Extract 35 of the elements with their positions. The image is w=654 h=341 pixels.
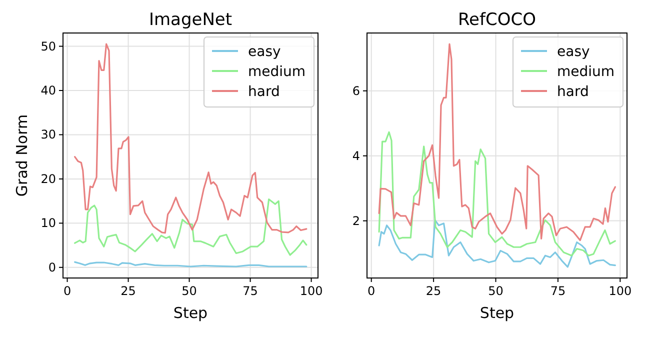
line-series [74, 43, 308, 234]
y-tick-label: 6 [352, 84, 360, 98]
x-tick-label: 50 [488, 284, 504, 298]
y-tick-label: 50 [40, 39, 56, 54]
y-axis-title: Grad Norm [13, 114, 31, 197]
x-axis-title: Step [480, 304, 514, 322]
x-tick-label: 0 [368, 284, 376, 298]
legend-label: medium [248, 64, 306, 80]
x-tick-label: 100 [300, 284, 323, 298]
legend-label: easy [248, 44, 281, 60]
y-tick-label: 20 [40, 172, 56, 186]
legend-label: easy [557, 44, 590, 60]
y-tick-label: 2 [352, 214, 360, 228]
legend-label: medium [557, 64, 615, 80]
line-series [74, 198, 308, 256]
chart-title: ImageNet [148, 10, 232, 30]
y-tick-label: 30 [40, 128, 56, 142]
x-tick-label: 100 [608, 284, 632, 298]
y-tick-label: 10 [40, 216, 56, 230]
y-tick-label: 4 [352, 148, 360, 163]
line-series [378, 219, 616, 268]
x-tick-label: 25 [120, 284, 136, 298]
x-tick-label: 50 [182, 284, 197, 298]
x-tick-label: 25 [426, 284, 442, 298]
y-tick-label: 40 [40, 83, 56, 98]
legend-label: hard [248, 84, 280, 100]
line-series [378, 43, 616, 242]
line-series [378, 131, 616, 256]
x-tick-label: 75 [242, 284, 258, 298]
x-tick-label: 75 [550, 284, 566, 298]
legend-label: hard [557, 84, 589, 100]
x-axis-title: Step [173, 304, 208, 322]
y-tick-label: 0 [48, 260, 56, 274]
x-tick-label: 0 [63, 284, 72, 298]
chart-title: RefCOCO [458, 10, 536, 30]
